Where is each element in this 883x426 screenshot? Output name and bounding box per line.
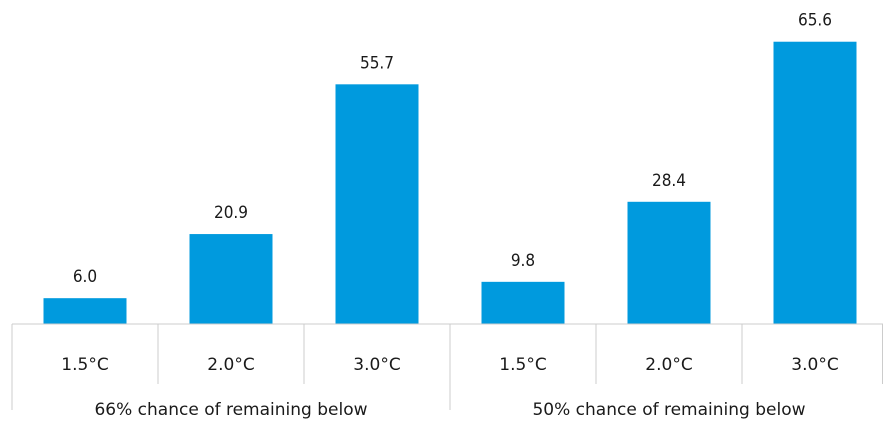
bars-layer (43, 41, 857, 324)
value-label-2-1: 9.8 (511, 251, 535, 271)
bar-1-1 (43, 298, 127, 324)
value-labels-layer: 6.0 20.9 55.7 9.8 28.4 65.6 (73, 11, 832, 287)
group-label-2: 50% chance of remaining below (532, 400, 805, 420)
bar-1-2 (189, 234, 273, 324)
bar-2-3 (773, 41, 857, 324)
group-labels-layer: 66% chance of remaining below 50% chance … (94, 400, 805, 420)
tick-label-2-3: 3.0°C (791, 355, 838, 375)
bar-2-2 (627, 201, 711, 324)
tick-label-1-1: 1.5°C (61, 355, 108, 375)
tick-label-1-2: 2.0°C (207, 355, 254, 375)
tick-label-1-3: 3.0°C (353, 355, 400, 375)
group-label-1: 66% chance of remaining below (94, 400, 367, 420)
value-label-1-3: 55.7 (360, 53, 394, 73)
value-label-2-2: 28.4 (652, 171, 686, 191)
tick-label-2-1: 1.5°C (499, 355, 546, 375)
tick-label-2-2: 2.0°C (645, 355, 692, 375)
value-label-1-2: 20.9 (214, 203, 248, 223)
value-label-2-3: 65.6 (798, 11, 832, 31)
bar-1-3 (335, 84, 419, 324)
category-separators (11, 324, 883, 410)
bar-2-1 (481, 281, 565, 324)
tick-labels-layer: 1.5°C 2.0°C 3.0°C 1.5°C 2.0°C 3.0°C (61, 355, 838, 375)
value-label-1-1: 6.0 (73, 267, 97, 287)
